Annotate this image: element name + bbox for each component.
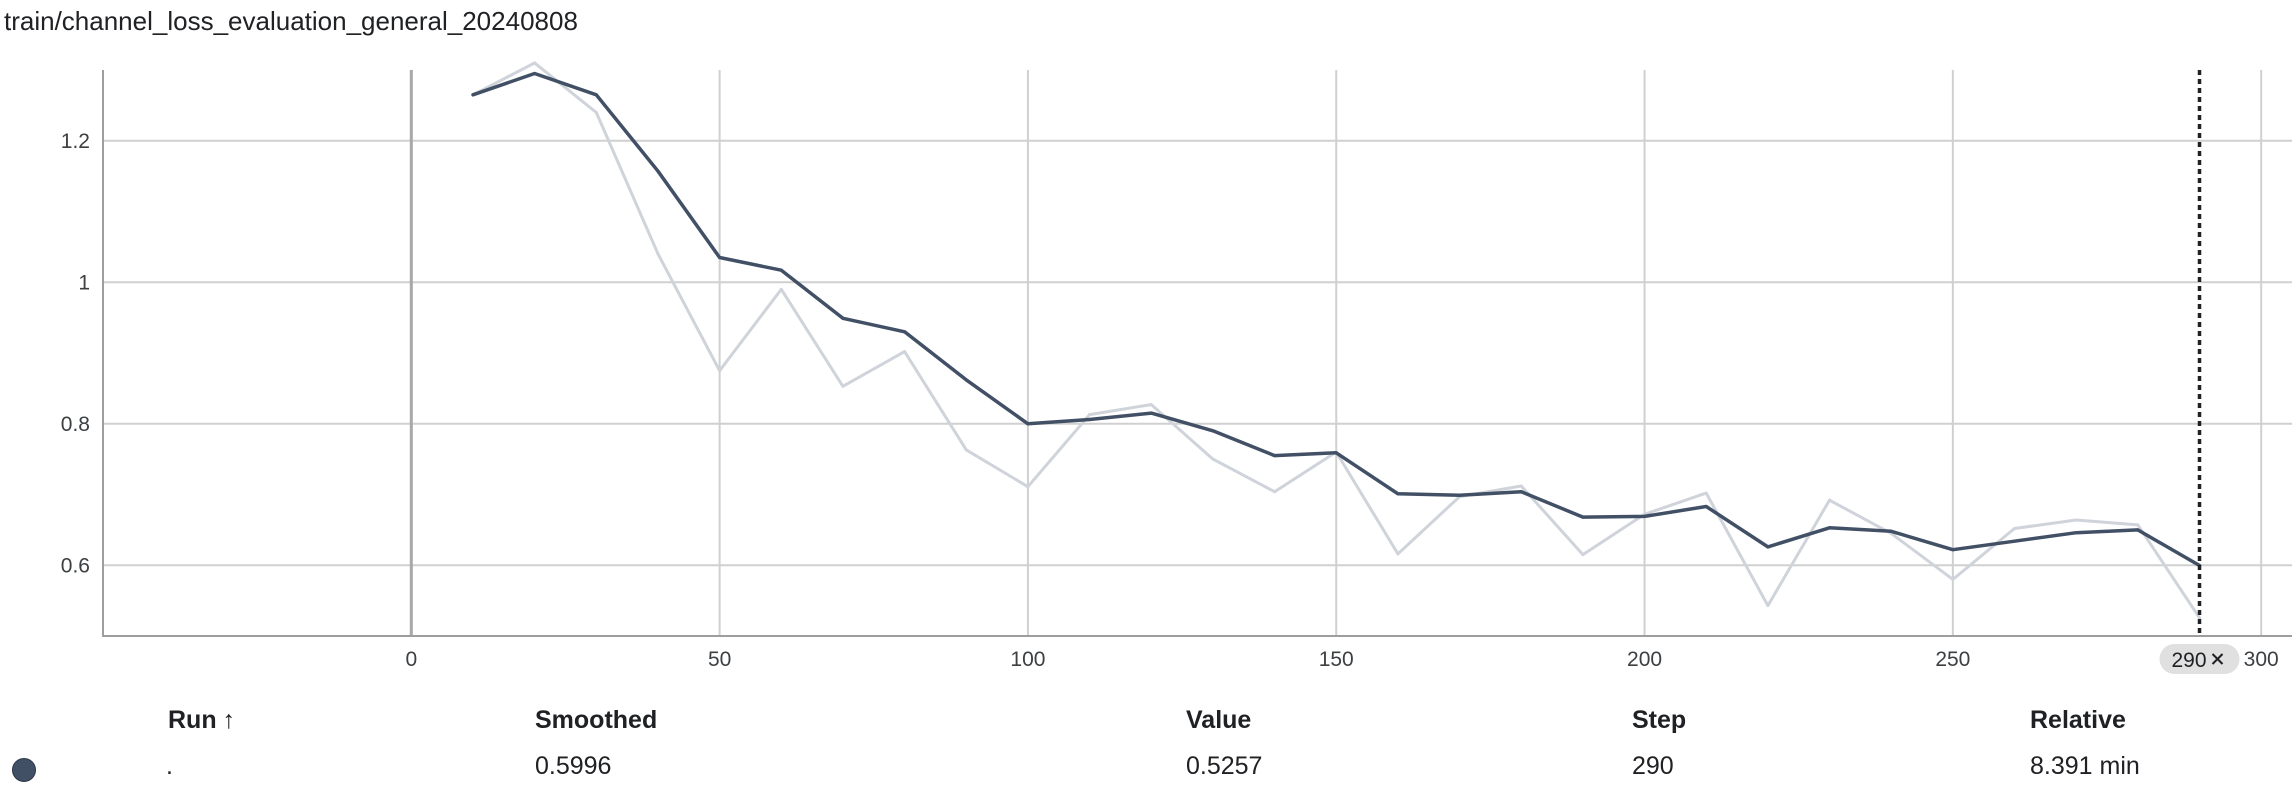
raw-data-point: [1026, 485, 1030, 489]
close-icon-stroke: [2211, 653, 2224, 665]
smoothed-data-point: [903, 330, 907, 334]
smoothed-data-point: [1643, 514, 1647, 518]
smoothed-data-point: [779, 268, 783, 272]
y-tick-label: 1: [78, 271, 90, 294]
smoothed-data-point: [964, 378, 968, 382]
smoothed-data-point: [471, 93, 475, 97]
chart-title: train/channel_loss_evaluation_general_20…: [4, 6, 578, 36]
run-name: .: [166, 752, 173, 780]
smoothed-data-point: [1149, 411, 1153, 415]
x-axis-tick-labels: 0 50 100 150 200 250 300: [405, 648, 2278, 671]
raw-data-point: [964, 448, 968, 452]
smoothed-data-point: [533, 72, 537, 76]
smoothed-data-point: [656, 169, 660, 173]
raw-data-point: [1088, 413, 1092, 417]
smoothed-data-point: [1273, 454, 1277, 458]
hover-step-badge: 290: [2159, 644, 2240, 674]
raw-data-point: [1149, 403, 1153, 407]
raw-data-point: [841, 384, 845, 388]
y-tick-label: 0.8: [61, 413, 90, 436]
hover-badge-background: [2159, 644, 2240, 674]
raw-data-point: [594, 110, 598, 114]
raw-data-point: [903, 350, 907, 354]
x-tick-label: 0: [405, 648, 417, 671]
raw-data-point: [1581, 553, 1585, 557]
relative-time: 8.391 min: [2030, 752, 2140, 780]
raw-data-point: [656, 252, 660, 256]
x-tick-label: 50: [708, 648, 731, 671]
column-header-smoothed[interactable]: Smoothed: [535, 706, 658, 734]
hover-indicator[interactable]: 290: [2159, 70, 2240, 674]
smoothed-data-point: [1088, 418, 1092, 422]
hover-step-label: 290: [2172, 649, 2207, 672]
smoothed-data-point: [1334, 451, 1338, 455]
close-icon[interactable]: [2211, 653, 2224, 665]
chart-series: [471, 61, 2202, 620]
smoothed-data-point: [1458, 493, 1462, 497]
smoothed-data-point: [1519, 490, 1523, 494]
x-tick-label: 250: [1935, 648, 1970, 671]
x-tick-label: 200: [1627, 648, 1662, 671]
sort-ascending-icon[interactable]: ↑: [222, 706, 236, 734]
raw-data-point: [1828, 498, 1832, 502]
raw-data-point: [1396, 552, 1400, 556]
run-color-dot: [12, 758, 36, 782]
smoothed-data-point: [1581, 515, 1585, 519]
smoothed-data-point: [1211, 429, 1215, 433]
raw-data-point: [1273, 490, 1277, 494]
x-tick-label: 100: [1010, 648, 1045, 671]
raw-data-point: [718, 369, 722, 373]
smoothed-data-point: [1704, 505, 1708, 509]
raw-data-point: [2013, 526, 2017, 530]
smoothed-value: 0.5996: [535, 752, 612, 780]
raw-data-point: [2136, 523, 2140, 527]
raw-data-point: [1519, 484, 1523, 488]
smoothed-data-point: [1396, 492, 1400, 496]
smoothed-data-point: [1828, 526, 1832, 530]
smoothed-data-point: [2074, 531, 2078, 535]
smoothed-data-point: [1766, 545, 1770, 549]
raw-data-point: [1211, 457, 1215, 461]
smoothed-data-point: [841, 316, 845, 320]
smoothed-data-point: [2136, 528, 2140, 532]
raw-data-point: [1951, 577, 1955, 581]
smoothed-data-point: [2013, 539, 2017, 543]
y-tick-label: 0.6: [61, 554, 90, 577]
y-axis-tick-labels: 0.6 0.8 1 1.2: [61, 130, 90, 578]
column-header-run[interactable]: Run ↑: [168, 706, 236, 734]
raw-data-point: [2074, 518, 2078, 522]
chart-grid: [103, 70, 2292, 636]
step-value: 290: [1632, 752, 1674, 780]
smoothed-data-point: [1026, 422, 1030, 426]
raw-data-point: [1704, 491, 1708, 495]
x-tick-label: 300: [2244, 648, 2279, 671]
column-header-relative[interactable]: Relative: [2030, 706, 2126, 734]
smoothed-data-point: [594, 93, 598, 97]
raw-data-point: [2198, 616, 2202, 620]
raw-value: 0.5257: [1186, 752, 1263, 780]
smoothed-data-point: [1889, 529, 1893, 533]
smoothed-data-point: [1951, 548, 1955, 552]
raw-data-point: [1766, 604, 1770, 608]
chart-axes: [102, 70, 2292, 637]
smoothed-data-point: [718, 255, 722, 259]
line-chart[interactable]: 0 50 100 150 200 250 300 0.6 0.8 1 1.2 290: [0, 0, 2292, 690]
column-header-value[interactable]: Value: [1186, 706, 1252, 734]
column-header-step[interactable]: Step: [1632, 706, 1687, 734]
raw-data-point: [779, 287, 783, 291]
raw-data-point: [533, 61, 537, 65]
x-tick-label: 150: [1319, 648, 1354, 671]
y-tick-label: 1.2: [61, 130, 90, 153]
